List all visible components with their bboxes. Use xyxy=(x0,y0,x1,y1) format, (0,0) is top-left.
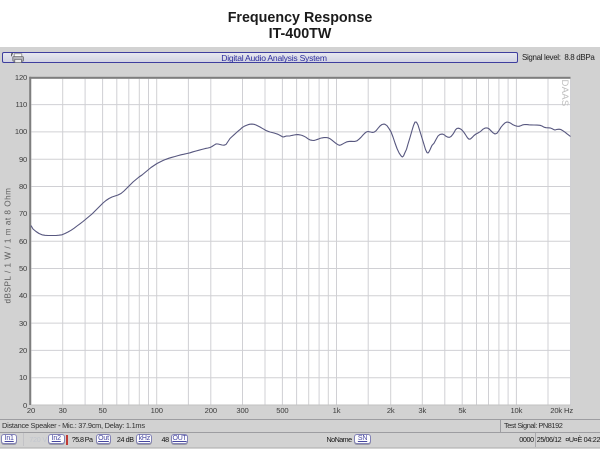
svg-text:DAAS: DAAS xyxy=(559,80,570,107)
